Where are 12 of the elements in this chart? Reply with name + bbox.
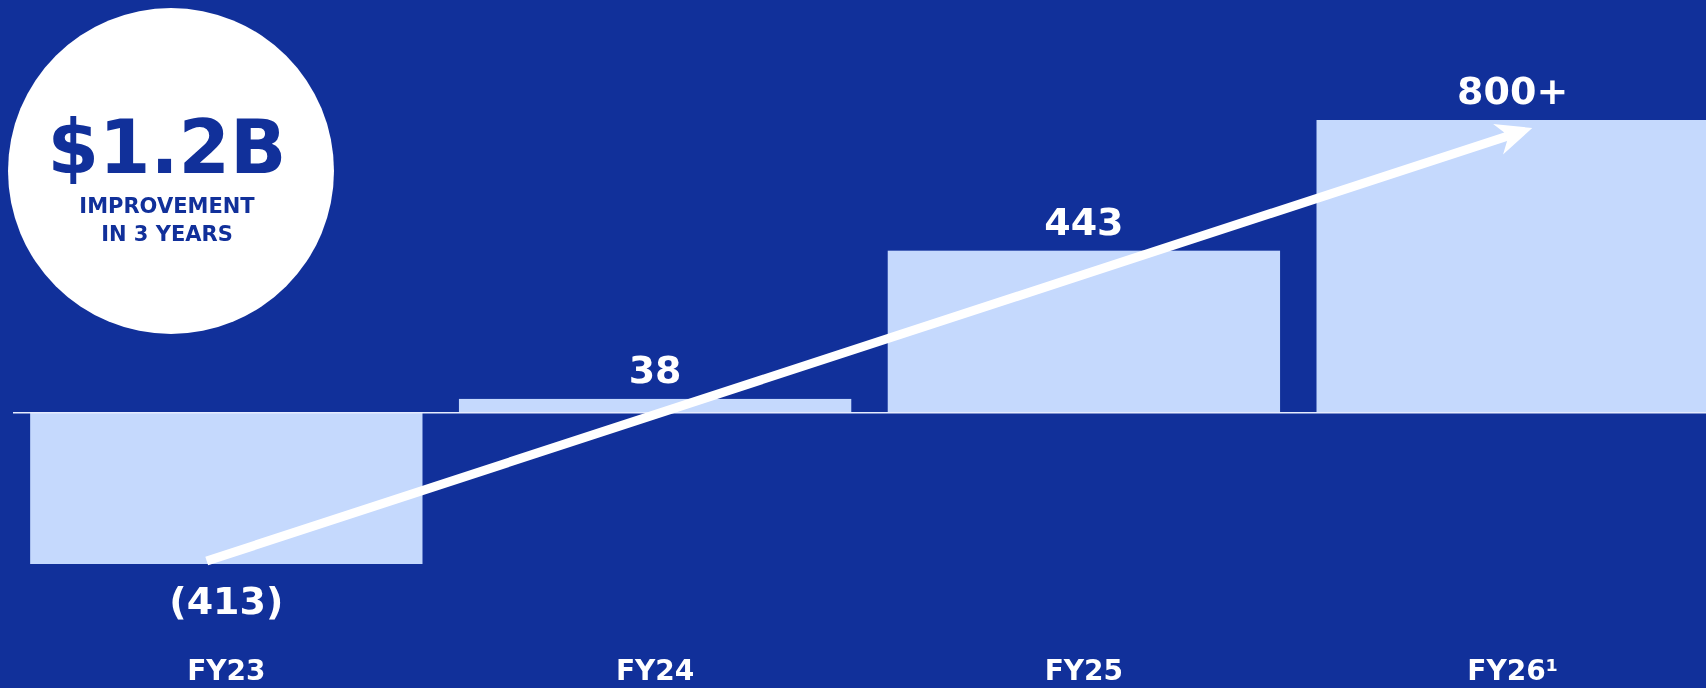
- data-label: 800+: [1457, 69, 1569, 113]
- data-label: 38: [628, 347, 682, 392]
- x-tick-label: FY25: [1044, 654, 1124, 687]
- bar: [30, 412, 423, 564]
- annotation: $1.2B: [47, 104, 287, 190]
- bar: [887, 250, 1281, 413]
- data-label: 443: [1044, 199, 1124, 244]
- x-tick-label: FY23: [187, 654, 266, 687]
- x-tick-label: FY26¹: [1467, 654, 1558, 687]
- data-label: (413): [169, 579, 284, 623]
- annotation: IMPROVEMENT IN 3 YEARS: [79, 194, 256, 246]
- x-tick-label: FY24: [615, 654, 695, 687]
